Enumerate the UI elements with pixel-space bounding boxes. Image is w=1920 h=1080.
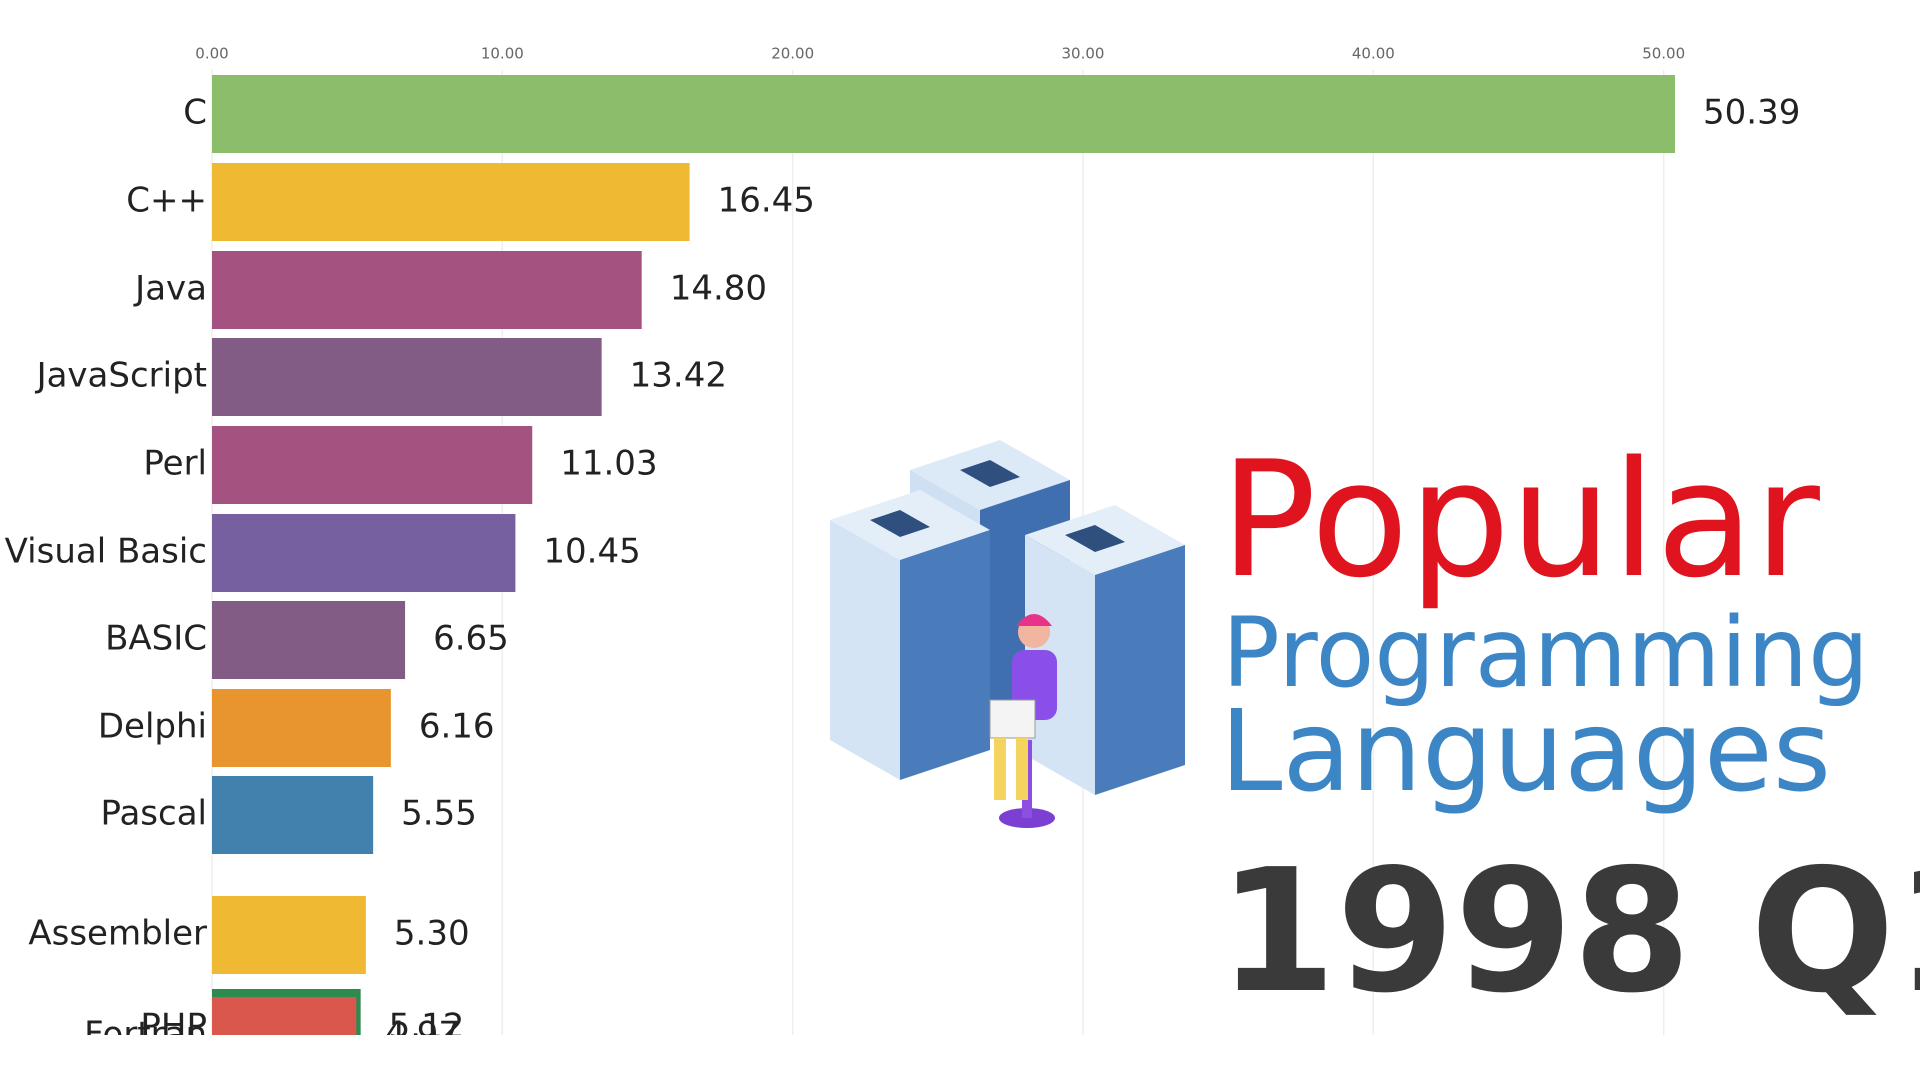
bar xyxy=(212,251,642,329)
value-label: 14.80 xyxy=(670,269,767,309)
x-tick-label: 50.00 xyxy=(1642,45,1685,63)
category-label: Visual Basic xyxy=(5,532,207,572)
bar xyxy=(212,997,357,1035)
x-tick-label: 40.00 xyxy=(1352,45,1395,63)
value-label: 10.45 xyxy=(543,532,640,572)
value-label: 6.65 xyxy=(433,619,509,659)
bar xyxy=(212,689,391,767)
illustration xyxy=(830,440,1185,828)
subtitle: Languages xyxy=(1220,687,1831,817)
value-label: 50.39 xyxy=(1703,93,1800,133)
category-label: JavaScript xyxy=(35,356,207,396)
x-tick-label: 0.00 xyxy=(195,45,228,63)
subtitle: Programming xyxy=(1222,597,1869,709)
category-label: Pascal xyxy=(101,794,208,834)
value-label: 16.45 xyxy=(718,181,815,221)
value-label: 5.12 xyxy=(389,1007,465,1047)
title: Popular xyxy=(1220,426,1820,613)
category-label: Perl xyxy=(143,444,207,484)
bar xyxy=(212,426,533,504)
bar xyxy=(212,776,374,854)
period-label: 1998 Q1 xyxy=(1218,833,1920,1031)
category-label: Delphi xyxy=(98,707,207,747)
category-label: C++ xyxy=(126,181,207,221)
category-label: BASIC xyxy=(105,619,207,659)
x-tick-label: 20.00 xyxy=(771,45,814,63)
bar xyxy=(212,75,1675,153)
bar xyxy=(212,601,406,679)
x-tick-label: 30.00 xyxy=(1062,45,1105,63)
category-label: Assembler xyxy=(28,914,207,954)
value-label: 4.97 xyxy=(384,1015,460,1055)
value-label: 13.42 xyxy=(630,356,727,396)
category-label: Java xyxy=(133,269,207,309)
category-label: C xyxy=(183,93,207,133)
value-label: 5.30 xyxy=(394,914,470,954)
bar xyxy=(212,163,690,241)
bar xyxy=(212,338,602,416)
bar xyxy=(212,514,516,592)
category-label: PHP xyxy=(140,1007,207,1047)
category-label: Fortran xyxy=(84,1015,207,1055)
value-label: 6.16 xyxy=(419,707,495,747)
bar xyxy=(212,896,366,974)
value-label: 5.55 xyxy=(401,794,477,834)
value-label: 11.03 xyxy=(560,444,657,484)
x-tick-label: 10.00 xyxy=(481,45,524,63)
